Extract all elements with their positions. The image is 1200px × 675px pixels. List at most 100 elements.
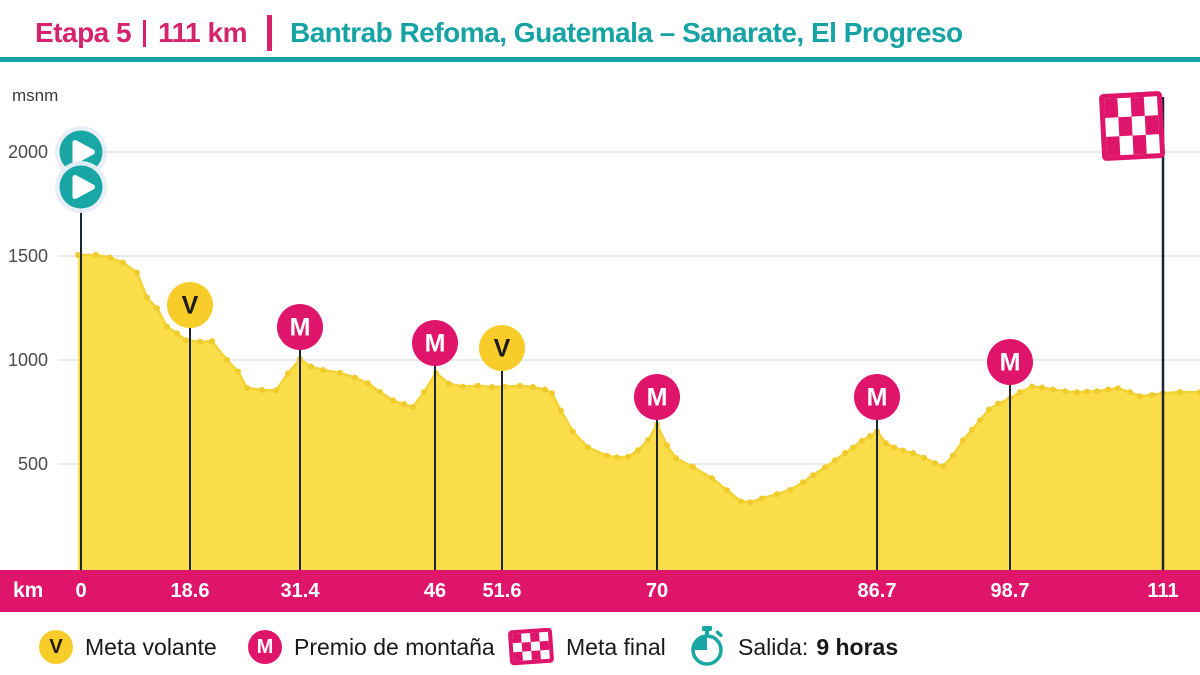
profile-dot xyxy=(850,444,856,451)
profile-dot xyxy=(995,400,1001,407)
profile-dot xyxy=(224,357,230,363)
marker-letter: M xyxy=(290,314,311,342)
y-axis-unit-label: msnm xyxy=(12,86,59,105)
profile-dot xyxy=(810,472,816,479)
profile-dot xyxy=(401,401,407,408)
x-tick-label: 98.7 xyxy=(990,580,1030,602)
stage-title: Etapa 5 xyxy=(35,17,132,48)
profile-dot xyxy=(475,382,481,389)
legend-item-sprint: V Meta volante xyxy=(39,628,217,666)
profile-dot xyxy=(570,428,576,435)
mountain-marker xyxy=(854,374,900,420)
header-rule xyxy=(0,57,1200,62)
profile-dot xyxy=(460,383,466,390)
profile-dot xyxy=(1127,389,1133,396)
profile-dot xyxy=(1137,393,1143,400)
profile-dot xyxy=(549,390,555,397)
profile-dot xyxy=(625,453,631,460)
profile-dot xyxy=(235,368,241,375)
profile-dot xyxy=(842,450,848,457)
profile-dot xyxy=(244,384,250,391)
x-tick-label: 18.6 xyxy=(170,580,210,602)
profile-dot xyxy=(950,452,956,459)
profile-dot xyxy=(144,294,150,301)
profile-dot xyxy=(1105,386,1111,393)
mountain-marker xyxy=(277,304,323,350)
profile-dot xyxy=(977,417,983,424)
profile-dot xyxy=(502,383,508,390)
profile-dot xyxy=(673,455,679,462)
stopwatch-icon xyxy=(691,626,723,666)
profile-dot xyxy=(921,454,927,461)
profile-dot xyxy=(337,369,343,376)
profile-dot xyxy=(259,386,265,393)
profile-dot xyxy=(209,338,215,345)
profile-dot xyxy=(1149,391,1155,398)
mountain-marker xyxy=(634,374,680,420)
x-tick-label: 86.7 xyxy=(857,580,897,602)
profile-dot xyxy=(421,389,427,396)
mountain-marker xyxy=(987,339,1033,385)
profile-dot xyxy=(365,380,371,387)
profile-dot xyxy=(75,251,81,258)
x-tick-label: 70 xyxy=(645,580,669,602)
profile-dot xyxy=(410,404,416,411)
play-icon xyxy=(72,175,95,199)
profile-dot xyxy=(273,387,279,394)
profile-dot xyxy=(1115,385,1121,392)
profile-dot xyxy=(585,444,591,451)
profile-dot xyxy=(910,450,916,457)
profile-dot xyxy=(377,389,383,396)
profile-dot xyxy=(489,384,495,391)
profile-dot xyxy=(690,463,696,470)
profile-dot xyxy=(724,487,730,494)
profile-dot xyxy=(93,251,99,258)
profile-dot xyxy=(530,384,536,391)
checkered-flag-icon xyxy=(508,628,554,666)
profile-dot xyxy=(645,437,651,444)
profile-dot xyxy=(960,437,966,444)
marker-letter: M xyxy=(647,384,668,412)
legend-label-start-time: Salida: 9 horas xyxy=(738,634,898,661)
sprint-marker xyxy=(167,282,213,328)
profile-dot xyxy=(932,460,938,467)
profile-dot xyxy=(542,386,548,393)
profile-dot xyxy=(1074,389,1080,396)
x-tick-label: 51.6 xyxy=(482,580,522,602)
profile-dot xyxy=(183,337,189,344)
profile-dot xyxy=(774,491,780,498)
sprint-marker xyxy=(479,325,525,371)
profile-dot xyxy=(1094,388,1100,395)
mountain-marker-icon: M xyxy=(248,630,282,664)
profile-dot xyxy=(891,444,897,451)
profile-dot xyxy=(120,259,126,266)
profile-dot xyxy=(197,338,203,345)
x-tick-label: 111 xyxy=(1147,580,1179,602)
y-tick-label: 1000 xyxy=(8,350,48,370)
start-time-label: Salida: xyxy=(738,633,809,660)
finish-flag-icon xyxy=(1099,91,1166,161)
profile-dot xyxy=(134,269,140,276)
y-tick-label: 500 xyxy=(18,454,48,474)
profile-dot xyxy=(883,440,889,447)
profile-dot xyxy=(517,382,523,389)
marker-letter: M xyxy=(867,384,888,412)
stage-distance: 111 km xyxy=(158,17,247,48)
profile-dot xyxy=(759,495,765,502)
profile-dot xyxy=(107,254,113,261)
marker-letter: M xyxy=(1000,349,1021,377)
profile-dot xyxy=(635,447,641,454)
legend-label-sprint: Meta volante xyxy=(85,633,217,660)
x-tick-label: 0 xyxy=(75,580,87,602)
marker-letter: V xyxy=(182,292,199,320)
profile-dot xyxy=(352,374,358,381)
profile-dot xyxy=(558,407,564,414)
profile-dot xyxy=(1062,388,1068,395)
header: Etapa 5 111 km Bantrab Refoma, Guatemala… xyxy=(35,10,963,56)
title-separator-thick xyxy=(266,15,272,51)
profile-dot xyxy=(664,442,670,449)
profile-dot xyxy=(747,499,753,506)
marker-letter: M xyxy=(425,330,446,358)
profile-dot xyxy=(1197,389,1200,396)
